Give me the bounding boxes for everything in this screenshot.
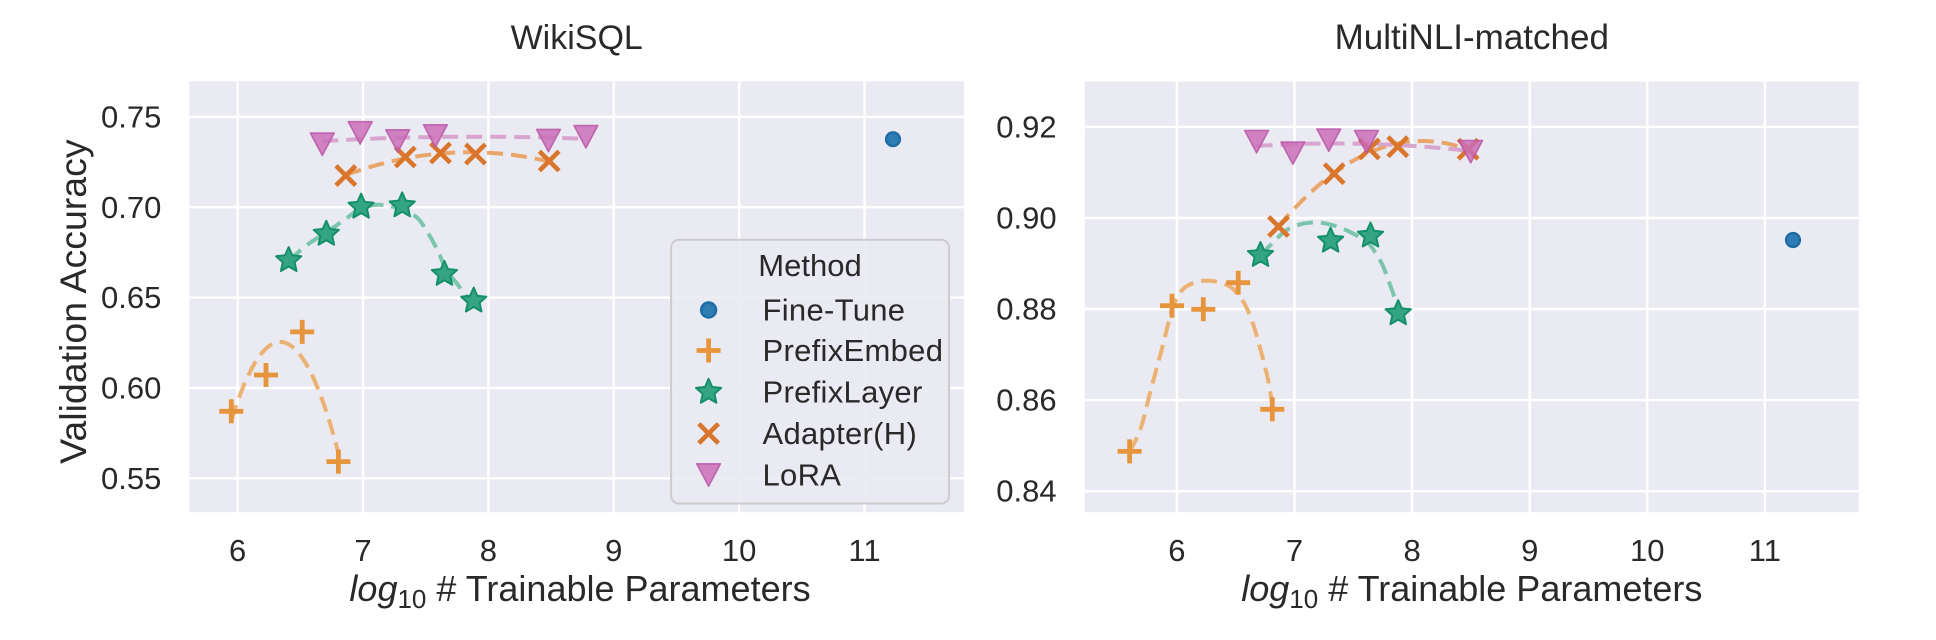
svg-text:LoRA: LoRA — [763, 458, 842, 493]
svg-text:7: 7 — [354, 533, 371, 568]
svg-text:11: 11 — [1749, 533, 1781, 568]
svg-text:0.55: 0.55 — [101, 461, 161, 496]
svg-text:0.70: 0.70 — [101, 190, 161, 225]
svg-text:9: 9 — [1521, 533, 1538, 568]
svg-text:PrefixEmbed: PrefixEmbed — [763, 333, 944, 368]
svg-text:0.75: 0.75 — [101, 99, 161, 134]
svg-text:11: 11 — [848, 533, 880, 568]
svg-text:0.86: 0.86 — [996, 383, 1056, 418]
svg-text:6: 6 — [1168, 533, 1185, 568]
svg-text:Validation Accuracy: Validation Accuracy — [52, 139, 94, 464]
svg-text:0.90: 0.90 — [996, 201, 1056, 236]
svg-text:0.60: 0.60 — [101, 370, 161, 405]
svg-text:PrefixLayer: PrefixLayer — [763, 375, 923, 410]
svg-text:7: 7 — [1286, 533, 1303, 568]
svg-text:10: 10 — [1630, 533, 1664, 568]
svg-text:log10 # Trainable Parameters: log10 # Trainable Parameters — [1241, 568, 1702, 614]
svg-text:WikiSQL: WikiSQL — [511, 19, 643, 57]
svg-text:8: 8 — [480, 533, 497, 568]
svg-text:Method: Method — [758, 248, 861, 283]
svg-text:0.88: 0.88 — [996, 292, 1056, 327]
svg-text:8: 8 — [1403, 533, 1420, 568]
svg-text:6: 6 — [229, 533, 246, 568]
svg-text:10: 10 — [722, 533, 756, 568]
svg-text:0.84: 0.84 — [996, 474, 1056, 509]
svg-text:0.65: 0.65 — [101, 280, 161, 315]
svg-text:0.92: 0.92 — [996, 109, 1056, 144]
svg-text:log10 # Trainable Parameters: log10 # Trainable Parameters — [349, 568, 810, 614]
svg-text:9: 9 — [605, 533, 622, 568]
svg-text:Adapter(H): Adapter(H) — [763, 416, 918, 451]
svg-text:MultiNLI-matched: MultiNLI-matched — [1335, 18, 1609, 57]
svg-text:Fine-Tune: Fine-Tune — [763, 293, 906, 328]
